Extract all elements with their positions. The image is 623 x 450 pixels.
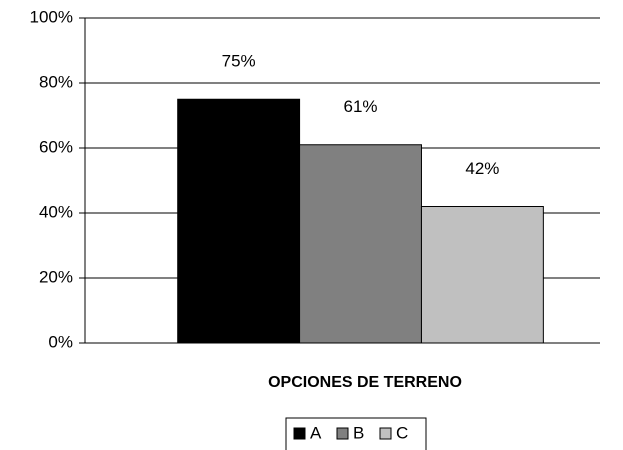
legend-swatch xyxy=(379,427,392,440)
y-tick-label: 60% xyxy=(39,137,73,156)
legend-label: C xyxy=(396,423,408,442)
x-axis-title: OPCIONES DE TERRENO xyxy=(268,374,462,391)
y-tick-label: 100% xyxy=(30,7,73,26)
legend-label: A xyxy=(310,423,322,442)
y-tick-label: 80% xyxy=(39,72,73,91)
legend-label: B xyxy=(353,423,364,442)
legend-box xyxy=(285,417,427,450)
y-tick-label: 20% xyxy=(39,267,73,286)
bar xyxy=(299,144,422,344)
bar xyxy=(177,98,301,344)
legend-swatch xyxy=(336,427,349,440)
bar xyxy=(420,206,544,344)
value-label: 61% xyxy=(344,97,378,116)
y-tick-label: 0% xyxy=(48,332,73,351)
value-label: 42% xyxy=(465,159,499,178)
legend-swatch xyxy=(293,427,306,440)
y-tick-label: 40% xyxy=(39,202,73,221)
value-label: 75% xyxy=(222,52,256,71)
